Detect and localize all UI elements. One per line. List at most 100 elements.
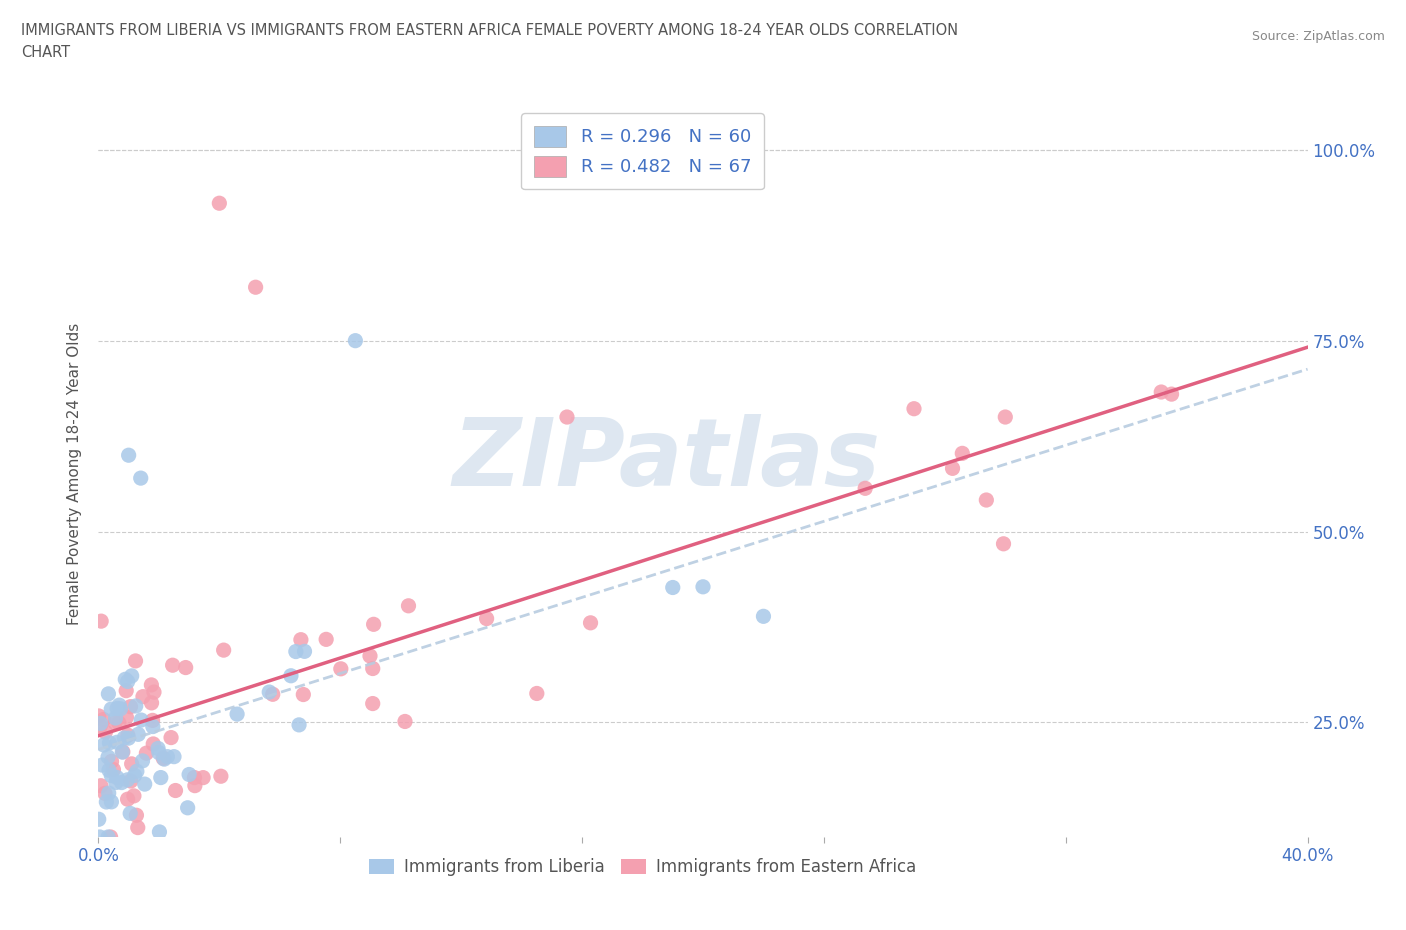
- Point: [141, 696, 163, 711]
- Point: [245, 280, 267, 295]
- Text: Source: ZipAtlas.com: Source: ZipAtlas.com: [1251, 30, 1385, 43]
- Point: [994, 409, 1017, 424]
- Point: [165, 783, 187, 798]
- Point: [1160, 387, 1182, 402]
- Point: [209, 769, 232, 784]
- Point: [526, 686, 548, 701]
- Point: [100, 794, 122, 809]
- Point: [475, 611, 498, 626]
- Point: [142, 719, 165, 734]
- Point: [122, 789, 145, 804]
- Point: [93, 737, 115, 752]
- Point: [105, 701, 128, 716]
- Y-axis label: Female Poverty Among 18-24 Year Olds: Female Poverty Among 18-24 Year Olds: [67, 324, 83, 626]
- Point: [121, 756, 143, 771]
- Point: [976, 493, 998, 508]
- Point: [124, 768, 146, 783]
- Point: [344, 333, 367, 348]
- Point: [315, 631, 337, 646]
- Point: [89, 830, 111, 844]
- Point: [692, 579, 714, 594]
- Point: [555, 409, 578, 424]
- Point: [105, 735, 128, 750]
- Point: [118, 447, 141, 462]
- Point: [96, 794, 118, 809]
- Point: [129, 471, 152, 485]
- Point: [292, 687, 315, 702]
- Point: [89, 719, 111, 734]
- Point: [163, 750, 186, 764]
- Point: [105, 770, 128, 785]
- Point: [135, 746, 157, 761]
- Point: [941, 461, 963, 476]
- Point: [104, 775, 127, 790]
- Point: [108, 698, 131, 712]
- Point: [152, 751, 174, 765]
- Point: [94, 724, 117, 739]
- Point: [184, 778, 207, 793]
- Point: [853, 481, 876, 496]
- Point: [115, 684, 138, 698]
- Point: [100, 701, 122, 716]
- Point: [191, 770, 214, 785]
- Point: [127, 727, 149, 742]
- Point: [127, 820, 149, 835]
- Point: [120, 774, 142, 789]
- Point: [156, 750, 179, 764]
- Point: [148, 825, 170, 840]
- Point: [112, 731, 135, 746]
- Point: [117, 674, 139, 689]
- Point: [91, 758, 114, 773]
- Point: [1150, 385, 1173, 400]
- Text: IMMIGRANTS FROM LIBERIA VS IMMIGRANTS FROM EASTERN AFRICA FEMALE POVERTY AMONG 1: IMMIGRANTS FROM LIBERIA VS IMMIGRANTS FR…: [21, 23, 959, 38]
- Point: [110, 701, 132, 716]
- Point: [124, 654, 146, 669]
- Point: [579, 616, 602, 631]
- Point: [398, 598, 420, 613]
- Point: [661, 580, 683, 595]
- Point: [94, 786, 117, 801]
- Point: [329, 661, 352, 676]
- Point: [174, 660, 197, 675]
- Point: [179, 767, 201, 782]
- Point: [98, 763, 121, 777]
- Point: [100, 754, 122, 769]
- Point: [284, 644, 307, 659]
- Point: [149, 770, 172, 785]
- Point: [294, 644, 316, 658]
- Point: [288, 717, 311, 732]
- Point: [98, 736, 121, 751]
- Point: [257, 684, 280, 699]
- Point: [993, 537, 1015, 551]
- Point: [950, 445, 973, 460]
- Point: [100, 830, 122, 844]
- Point: [108, 715, 131, 730]
- Point: [104, 711, 127, 725]
- Point: [111, 744, 134, 759]
- Point: [125, 764, 148, 778]
- Point: [90, 778, 112, 793]
- Point: [142, 713, 165, 728]
- Legend: Immigrants from Liberia, Immigrants from Eastern Africa: Immigrants from Liberia, Immigrants from…: [361, 852, 924, 883]
- Point: [148, 745, 170, 760]
- Point: [97, 686, 120, 701]
- Point: [117, 773, 139, 788]
- Point: [143, 684, 166, 699]
- Point: [903, 401, 925, 416]
- Text: ZIPatlas: ZIPatlas: [453, 414, 880, 506]
- Point: [226, 707, 249, 722]
- Text: CHART: CHART: [21, 45, 70, 60]
- Point: [117, 731, 139, 746]
- Point: [134, 777, 156, 791]
- Point: [97, 786, 120, 801]
- Point: [394, 714, 416, 729]
- Point: [100, 768, 122, 783]
- Point: [93, 712, 115, 727]
- Point: [87, 709, 110, 724]
- Point: [361, 697, 384, 711]
- Point: [117, 728, 139, 743]
- Point: [361, 661, 384, 676]
- Point: [111, 775, 134, 790]
- Point: [141, 677, 163, 692]
- Point: [90, 614, 112, 629]
